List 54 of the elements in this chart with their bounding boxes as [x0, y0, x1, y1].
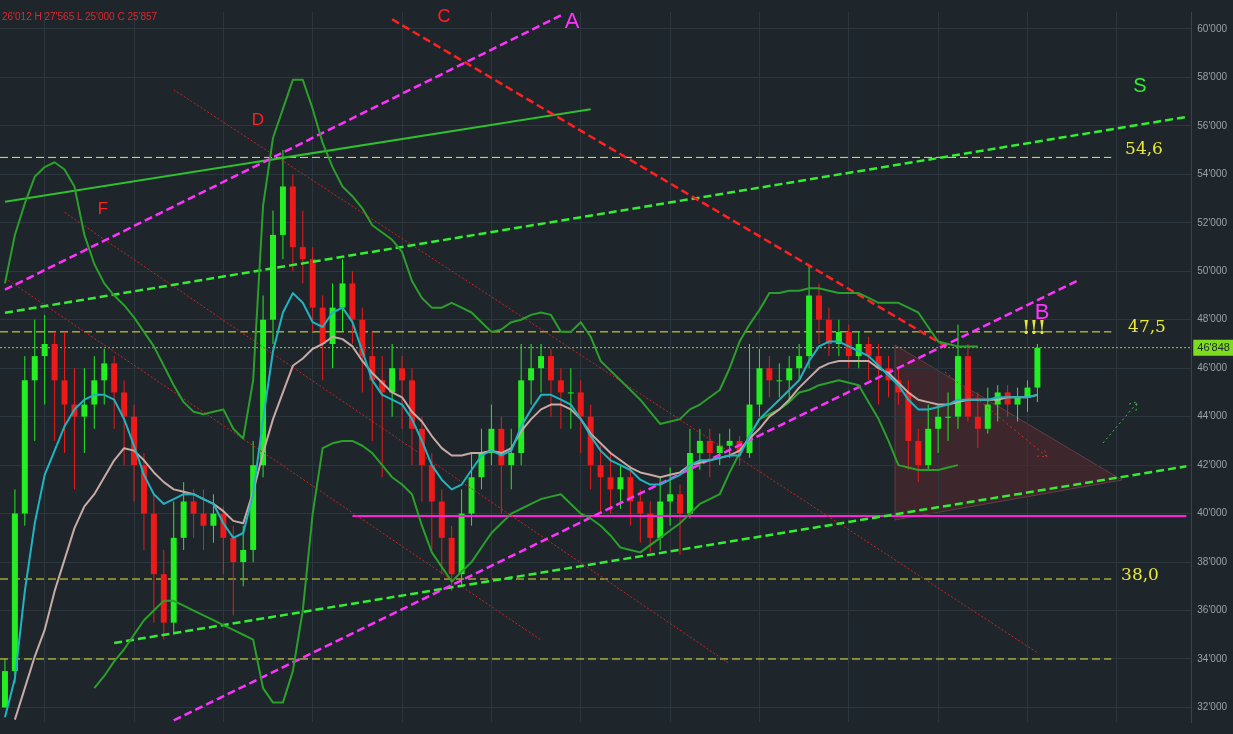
candlestick [865, 336, 872, 381]
y-tick-label: 52'000 [1197, 216, 1228, 228]
y-tick-label: 32'000 [1197, 701, 1228, 713]
candlestick [696, 428, 703, 471]
candlestick [677, 484, 683, 556]
candlestick [766, 355, 773, 398]
candlestick [41, 314, 48, 406]
candlestick [935, 404, 942, 454]
annotation: A [564, 8, 580, 34]
annotation: 38,0 [1121, 564, 1159, 585]
y-tick-label: 34'000 [1197, 652, 1228, 664]
candlestick [567, 367, 574, 430]
candlestick [190, 488, 197, 539]
y-tick-label: 46'000 [1197, 361, 1228, 373]
y-tick-label: 42'000 [1197, 458, 1228, 470]
candlestick [508, 428, 515, 490]
y-tick-label: 50'000 [1197, 265, 1228, 277]
annotation: D [251, 109, 265, 129]
candlestick [607, 452, 614, 515]
ref-line-label: 46'848 [1197, 340, 1230, 353]
y-tick-label: 58'000 [1197, 71, 1228, 83]
candlestick [240, 525, 247, 587]
y-tick-label: 38'000 [1197, 555, 1228, 567]
candlestick [1014, 387, 1021, 423]
annotation: F [97, 198, 109, 218]
annotation: 54,6 [1125, 138, 1163, 159]
candlestick [617, 464, 624, 510]
candlestick [716, 433, 723, 466]
y-tick-label: 54'000 [1197, 168, 1228, 180]
candlestick [528, 343, 535, 406]
candlestick [667, 467, 674, 527]
y-tick-label: 56'000 [1197, 119, 1228, 131]
candlestick [974, 391, 981, 449]
annotation: 47,5 [1128, 316, 1166, 337]
candlestick [81, 367, 88, 454]
candlestick [637, 488, 644, 544]
y-tick-label: 40'000 [1197, 507, 1228, 519]
candlestick [706, 428, 713, 478]
candlestick [945, 391, 952, 442]
y-tick-label: 48'000 [1197, 313, 1228, 325]
candlestick [776, 362, 783, 398]
y-tick-label: 44'000 [1197, 410, 1228, 422]
candlestick [399, 355, 406, 430]
y-tick-label: 60'000 [1197, 22, 1228, 34]
candlestick [538, 343, 545, 393]
candlestick [299, 210, 306, 284]
candlestick [557, 367, 564, 430]
annotation: S [1133, 73, 1147, 96]
annotation: C [437, 5, 451, 26]
candlestick [210, 493, 217, 544]
y-tick-label: 36'000 [1197, 604, 1228, 616]
candlestick [726, 428, 733, 459]
annotation: 26'012 H 27'565 L 25'000 C 25'857 [2, 10, 158, 22]
candlestick [101, 348, 108, 406]
